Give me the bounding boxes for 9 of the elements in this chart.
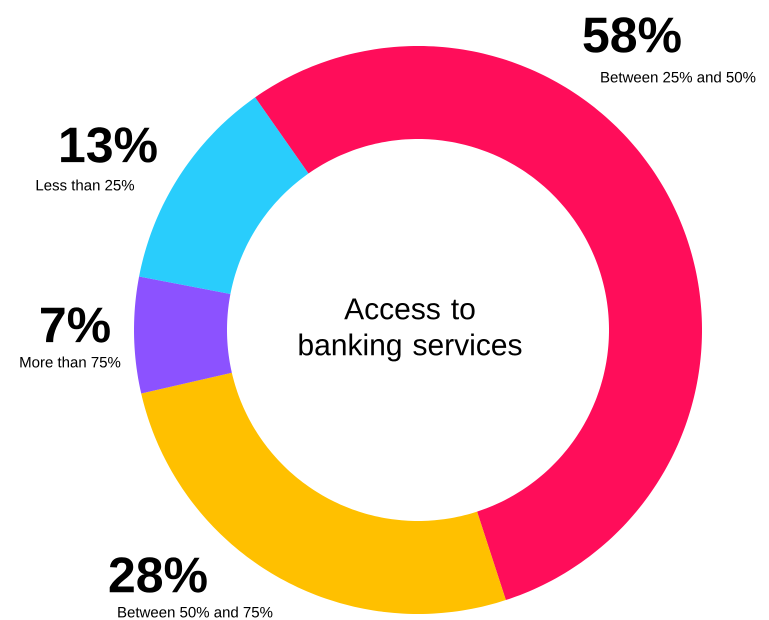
data-label: 7%: [41, 307, 110, 343]
slice-label: Between 25% and 50%: [601, 71, 756, 82]
data-label: 28%: [110, 557, 207, 593]
text: Access to banking services: [299, 298, 522, 362]
data-label: 58%: [584, 17, 681, 53]
slice-label: Between 50% and 75%: [118, 606, 272, 618]
slice-label: Less than 25%: [36, 179, 134, 190]
slice-label: More than 75%: [20, 356, 120, 368]
data-label: 13%: [61, 127, 157, 163]
